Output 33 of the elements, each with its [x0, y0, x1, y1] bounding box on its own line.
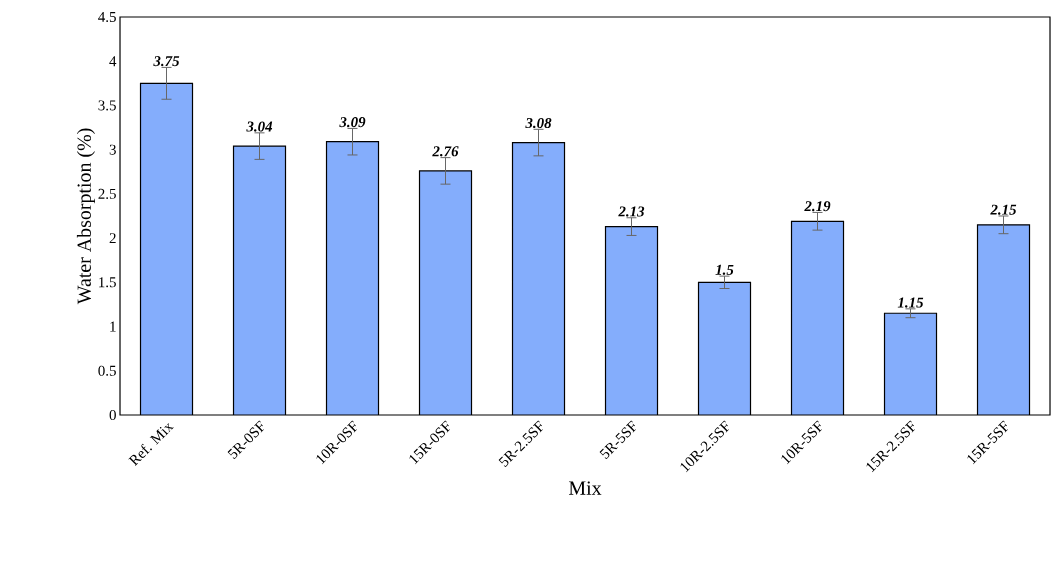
bar — [140, 83, 193, 415]
data-label: 3.75 — [153, 56, 180, 67]
bar — [418, 170, 473, 415]
data-label: 2.76 — [432, 146, 459, 157]
bar — [604, 226, 659, 415]
bar — [232, 145, 287, 415]
y-tick-label: 4 — [109, 56, 117, 67]
y-tick-label: 2.5 — [98, 188, 116, 199]
data-label: 3.04 — [246, 121, 273, 132]
data-label: 3.09 — [339, 117, 366, 128]
data-label: 1.15 — [897, 297, 924, 308]
y-axis-title: Water Absorption (%) — [76, 128, 95, 305]
bar — [325, 141, 380, 415]
x-axis-title: Mix — [568, 481, 602, 495]
bar — [790, 220, 845, 415]
y-tick-label: 3.5 — [98, 100, 116, 111]
data-label: 2.13 — [618, 206, 645, 217]
y-tick-label: 4.5 — [98, 11, 116, 23]
data-label: 2.19 — [804, 201, 831, 212]
data-label: 1.5 — [715, 264, 734, 275]
data-label: 3.08 — [525, 117, 552, 129]
y-tick-label: 0.5 — [98, 365, 116, 376]
bar — [883, 312, 938, 415]
y-tick-label: 1.5 — [99, 277, 116, 288]
bar — [697, 281, 752, 415]
y-tick-label: 3 — [109, 144, 116, 155]
y-tick-label: 2 — [109, 233, 116, 244]
y-tick-label: 1 — [110, 321, 116, 332]
x-tick-label: Ref. Mix — [128, 422, 174, 467]
bar — [511, 141, 566, 415]
y-tick-label: 0 — [109, 409, 116, 421]
bar — [976, 224, 1031, 415]
data-label: 2.15 — [990, 204, 1017, 215]
